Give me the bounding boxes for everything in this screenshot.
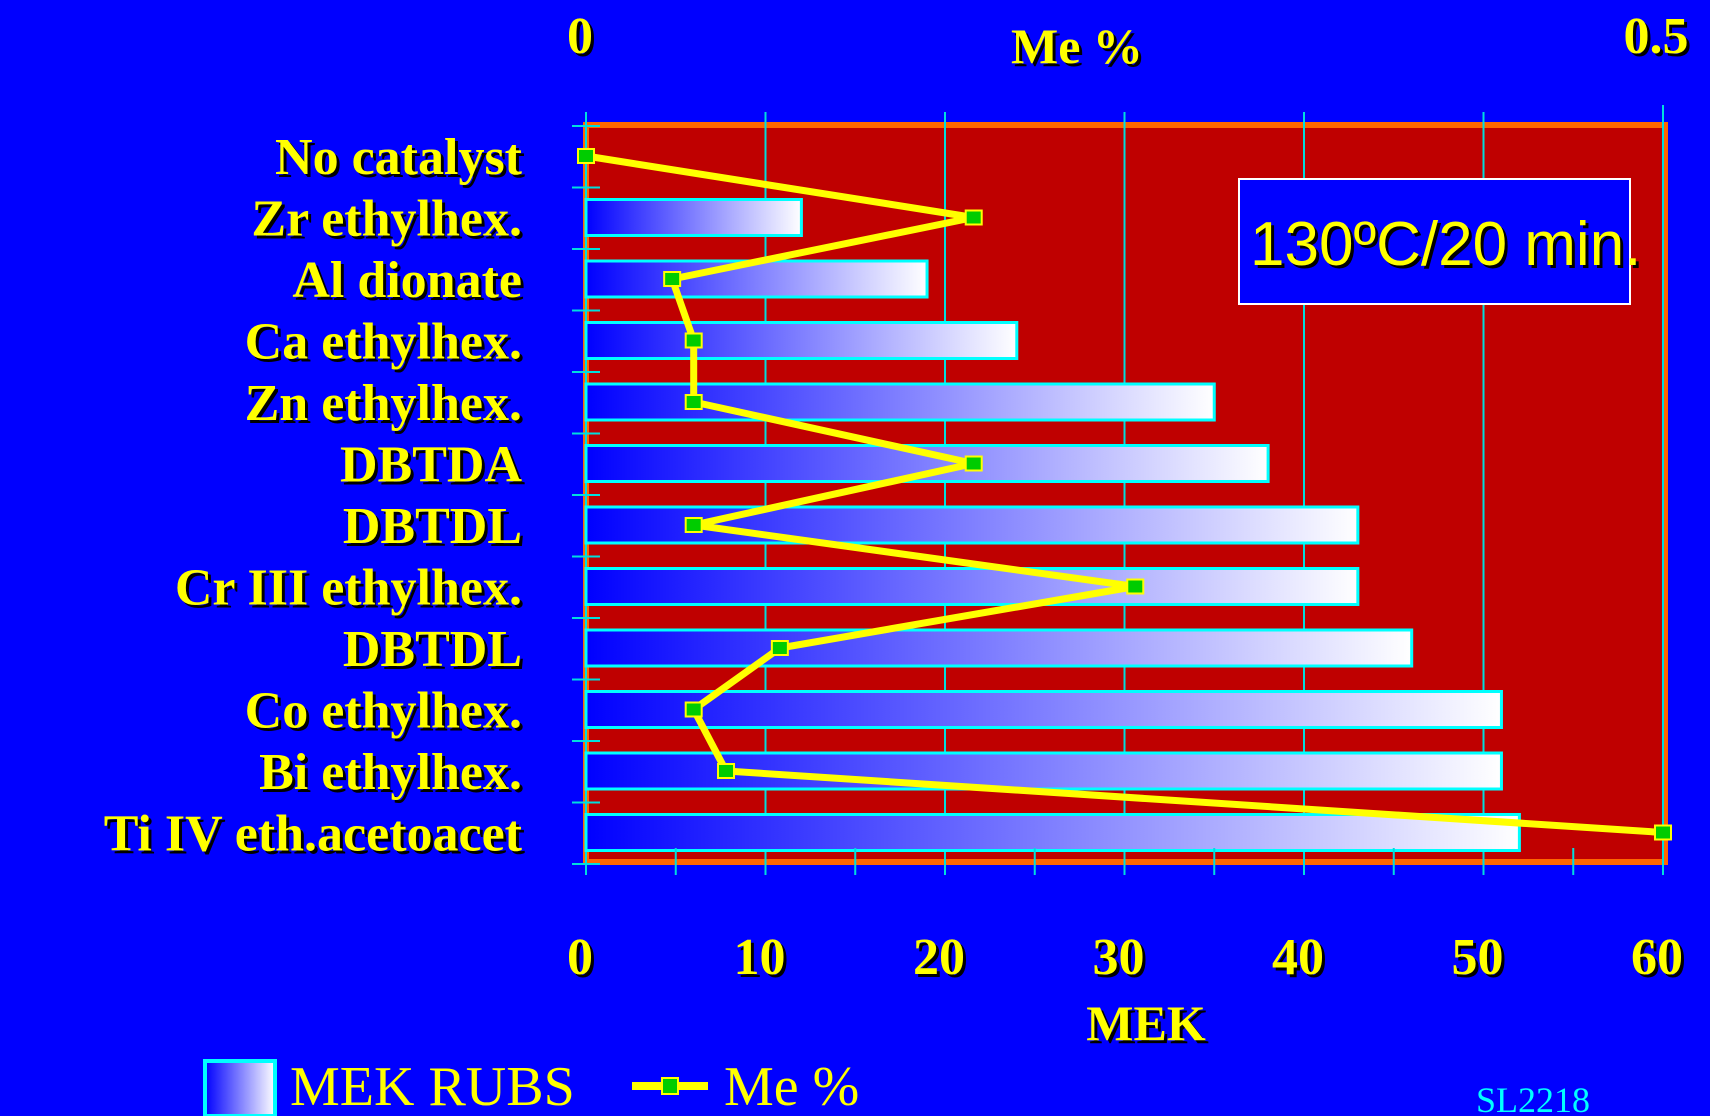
bar [584,198,803,237]
line-point [684,394,703,410]
category-label-shadow: No catalyst [278,132,526,189]
top-tick-label: 0 [567,8,593,65]
category-label-shadow: DBTDL [346,501,525,558]
bottom-tick-label-shadow: 30 [1096,932,1148,989]
bar [584,813,1521,852]
top-tick-label-shadow: 0.5 [1627,11,1692,68]
bottom-tick-label-shadow: 60 [1634,932,1686,989]
category-label: Ca ethylhex. [245,314,522,371]
legend-line-marker [661,1077,679,1095]
top-tick-label: 0.5 [1624,8,1689,65]
category-label: Al dionate [292,252,522,309]
line-point [770,640,789,656]
bottom-tick-label-shadow: 20 [916,932,968,989]
top-tick-label-shadow: 0 [570,11,596,68]
category-label: DBTDL [343,621,522,678]
category-label-shadow: Bi ethylhex. [262,747,525,804]
bar [584,382,1216,422]
bar [584,690,1503,729]
category-label: Cr III ethylhex. [175,560,522,617]
category-label: Ti IV eth.acetoacet [104,806,523,863]
line-point [684,332,703,349]
bar [584,628,1414,668]
category-label-shadow: Co ethylhex. [248,686,525,743]
category-label: Bi ethylhex. [259,744,522,801]
bottom-tick-label-shadow: 0 [570,932,596,989]
category-label-shadow: Al dionate [295,255,525,312]
category-label-shadow: Cr III ethylhex. [178,563,525,620]
annotation-text: 130ºC/20 min. [1250,210,1641,279]
legend-bar-swatch [203,1059,277,1116]
bottom-tick-label: 30 [1093,929,1145,986]
category-label-shadow: Zr ethylhex. [254,194,525,251]
category-label-shadow: Ti IV eth.acetoacet [107,809,526,866]
bottom-tick-label: 10 [734,929,786,986]
line-point [1126,578,1145,595]
bottom-tick-label: 20 [913,929,965,986]
series-line [585,152,1664,836]
line-point [577,148,595,164]
bottom-axis-title: MEK [1086,995,1206,1051]
top-axis-title-shadow: Me % [1014,21,1146,77]
bar [584,567,1360,606]
bottom-tick-label-shadow: 40 [1275,932,1327,989]
annotation-shadow: 130ºC/20 min. [1253,213,1644,282]
bottom-tick-label-shadow: 50 [1455,932,1507,989]
footer-code: SL2218 [1476,1080,1590,1116]
bottom-axis-title-shadow: MEK [1089,998,1209,1054]
legend-bar-label: MEK RUBS [290,1056,575,1116]
category-label-shadow: DBTDA [343,440,525,497]
category-label-shadow: DBTDL [346,624,525,681]
category-label: DBTDA [340,437,522,494]
bottom-tick-label: 40 [1272,929,1324,986]
bottom-tick-label: 50 [1452,929,1504,986]
top-axis-title: Me % [1011,18,1143,74]
category-label: Co ethylhex. [245,683,522,740]
line-point [964,455,983,472]
category-label: Zn ethylhex. [245,375,522,432]
category-label-shadow: Ca ethylhex. [248,317,525,374]
category-label: No catalyst [275,129,523,186]
bar [584,259,929,299]
line-point [964,209,983,226]
line-point [684,701,703,718]
bottom-tick-label: 0 [567,929,593,986]
bottom-tick-label: 60 [1631,929,1683,986]
category-label: Zr ethylhex. [251,191,522,248]
category-label-shadow: Zn ethylhex. [248,378,525,435]
category-label: DBTDL [343,498,522,555]
line-point [717,763,736,779]
line-series [577,148,1672,841]
line-point [684,517,703,533]
legend-line-label: Me % [724,1056,859,1116]
top-tick-labels: 00 0.50.5 [567,8,1692,68]
bar [584,321,1019,360]
line-point [663,271,682,287]
line-point [1654,824,1672,841]
annotation-box [1238,178,1631,305]
axis-ticks [572,125,1575,875]
bottom-tick-label-shadow: 10 [737,932,789,989]
